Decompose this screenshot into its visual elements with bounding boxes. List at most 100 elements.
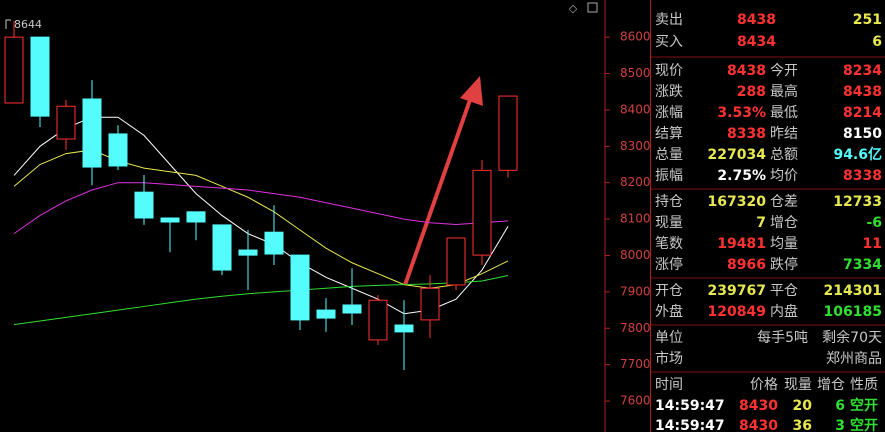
candle-body xyxy=(212,224,232,271)
y-tick-label: 8500 xyxy=(620,66,651,80)
panel-label: 性质 xyxy=(850,377,878,393)
panel-value: 251 xyxy=(853,12,882,28)
candle-body xyxy=(290,254,310,321)
panel-value: 8438 xyxy=(737,12,776,28)
candle-body xyxy=(420,287,440,321)
y-tick-label: 8100 xyxy=(620,212,651,226)
max-marker xyxy=(5,19,11,29)
panel-value: 36 xyxy=(793,418,812,432)
panel-label: 今开 xyxy=(770,63,798,79)
panel-label: 现量 xyxy=(784,377,812,393)
panel-value: 8966 xyxy=(727,257,766,273)
candle-body xyxy=(446,237,466,286)
candle-body xyxy=(316,309,336,319)
panel-label: 最高 xyxy=(770,83,798,100)
square-icon[interactable] xyxy=(587,2,598,13)
panel-value: 288 xyxy=(737,84,766,100)
panel-value: 8214 xyxy=(843,105,882,121)
panel-value: 空开 xyxy=(850,417,878,432)
panel-label: 内盘 xyxy=(770,303,798,320)
panel-label: 卖出 xyxy=(655,12,683,28)
panel-value: 7334 xyxy=(843,257,882,273)
panel-value: 239767 xyxy=(708,283,766,299)
y-tick-label: 8200 xyxy=(620,175,651,189)
candle-body xyxy=(394,324,414,333)
panel-value: 120849 xyxy=(708,304,766,320)
panel-label: 涨跌 xyxy=(655,84,683,100)
panel-value: 空开 xyxy=(850,397,878,414)
panel-value: 227034 xyxy=(708,147,767,163)
candle-body xyxy=(30,36,50,117)
chart-marks: 7600 7700 7800 7900 8000 8100 8200 8300 8400 8500… xyxy=(4,21,651,408)
candle-body xyxy=(186,211,206,223)
panel-label: 跌停 xyxy=(770,256,798,273)
panel-label: 涨幅 xyxy=(655,105,683,121)
panel-value: 6 xyxy=(835,398,845,414)
candle-body xyxy=(498,95,518,171)
candle-body xyxy=(82,98,102,168)
panel-label: 涨停 xyxy=(655,256,683,273)
panel-label: 平仓 xyxy=(770,283,798,299)
panel-label: 郑州商品 xyxy=(826,351,882,367)
panel-value: 8438 xyxy=(843,84,882,100)
panel-value: 2.75% xyxy=(717,168,766,184)
panel-value: 11 xyxy=(863,236,882,252)
panel-label: 持仓 xyxy=(655,194,683,210)
max-label: 8644 xyxy=(14,18,42,31)
panel-label: 振幅 xyxy=(655,168,683,184)
y-tick-label: 8300 xyxy=(620,139,651,153)
y-tick-label: 8400 xyxy=(620,102,651,116)
candle-body xyxy=(472,169,492,256)
panel-label: 均价 xyxy=(770,168,798,184)
panel-value: 8434 xyxy=(737,34,776,50)
trend-arrow-head xyxy=(460,76,483,106)
panel-value: 106185 xyxy=(824,304,882,320)
candle-body xyxy=(56,105,76,140)
candle-body xyxy=(238,249,258,256)
panel-value: 20 xyxy=(793,398,813,414)
panel-value: 8438 xyxy=(727,63,766,79)
candle-body xyxy=(108,133,128,167)
panel-value: 19481 xyxy=(717,236,766,252)
panel-value: 8430 xyxy=(739,398,778,414)
panel-label: 现量 xyxy=(655,215,683,231)
diamond-icon[interactable]: ◇ xyxy=(569,2,578,15)
moving-average xyxy=(13,182,509,235)
panel-label: 时间 xyxy=(655,377,683,393)
panel-value: 8234 xyxy=(843,63,882,79)
panel-value: 214301 xyxy=(824,283,882,299)
panel-value: 14:59:47 xyxy=(655,418,725,432)
y-tick-label: 7800 xyxy=(620,321,651,335)
y-tick-label: 8000 xyxy=(620,248,651,262)
panel-value: -6 xyxy=(866,215,882,231)
panel-value: 94.6亿 xyxy=(833,146,882,163)
panel-label: 总量 xyxy=(655,147,683,163)
panel-value: 8430 xyxy=(739,418,778,432)
candle-body xyxy=(342,304,362,314)
candle-body xyxy=(134,191,154,219)
panel-value: 8150 xyxy=(843,126,882,142)
panel-label: 增仓 xyxy=(770,215,798,231)
panel-label: 开仓 xyxy=(655,283,683,299)
y-tick-label: 7900 xyxy=(620,284,651,298)
y-tick-label: 8600 xyxy=(620,30,651,44)
panel-label: 均量 xyxy=(770,236,798,252)
panel-label: 外盘 xyxy=(655,303,683,320)
panel-label: 仓差 xyxy=(770,194,798,210)
moving-average xyxy=(13,275,509,326)
panel-label: 价格 xyxy=(750,377,778,393)
panel-label: 每手5吨 xyxy=(757,330,808,346)
y-tick-label: 7700 xyxy=(620,357,651,371)
panel-label: 笔数 xyxy=(655,236,683,252)
candle-body xyxy=(160,217,180,223)
panel-label: 单位 xyxy=(655,330,683,346)
trend-arrow xyxy=(403,99,472,286)
panel-value: 3 xyxy=(835,418,845,432)
y-tick-label: 7600 xyxy=(620,394,651,408)
panel-value: 167320 xyxy=(708,194,767,210)
panel-value: 3.53% xyxy=(717,105,766,121)
candle-body xyxy=(4,36,24,104)
panel-label: 增仓 xyxy=(817,377,845,393)
panel-label: 现价 xyxy=(655,63,683,79)
panel-value: 7 xyxy=(756,215,766,231)
